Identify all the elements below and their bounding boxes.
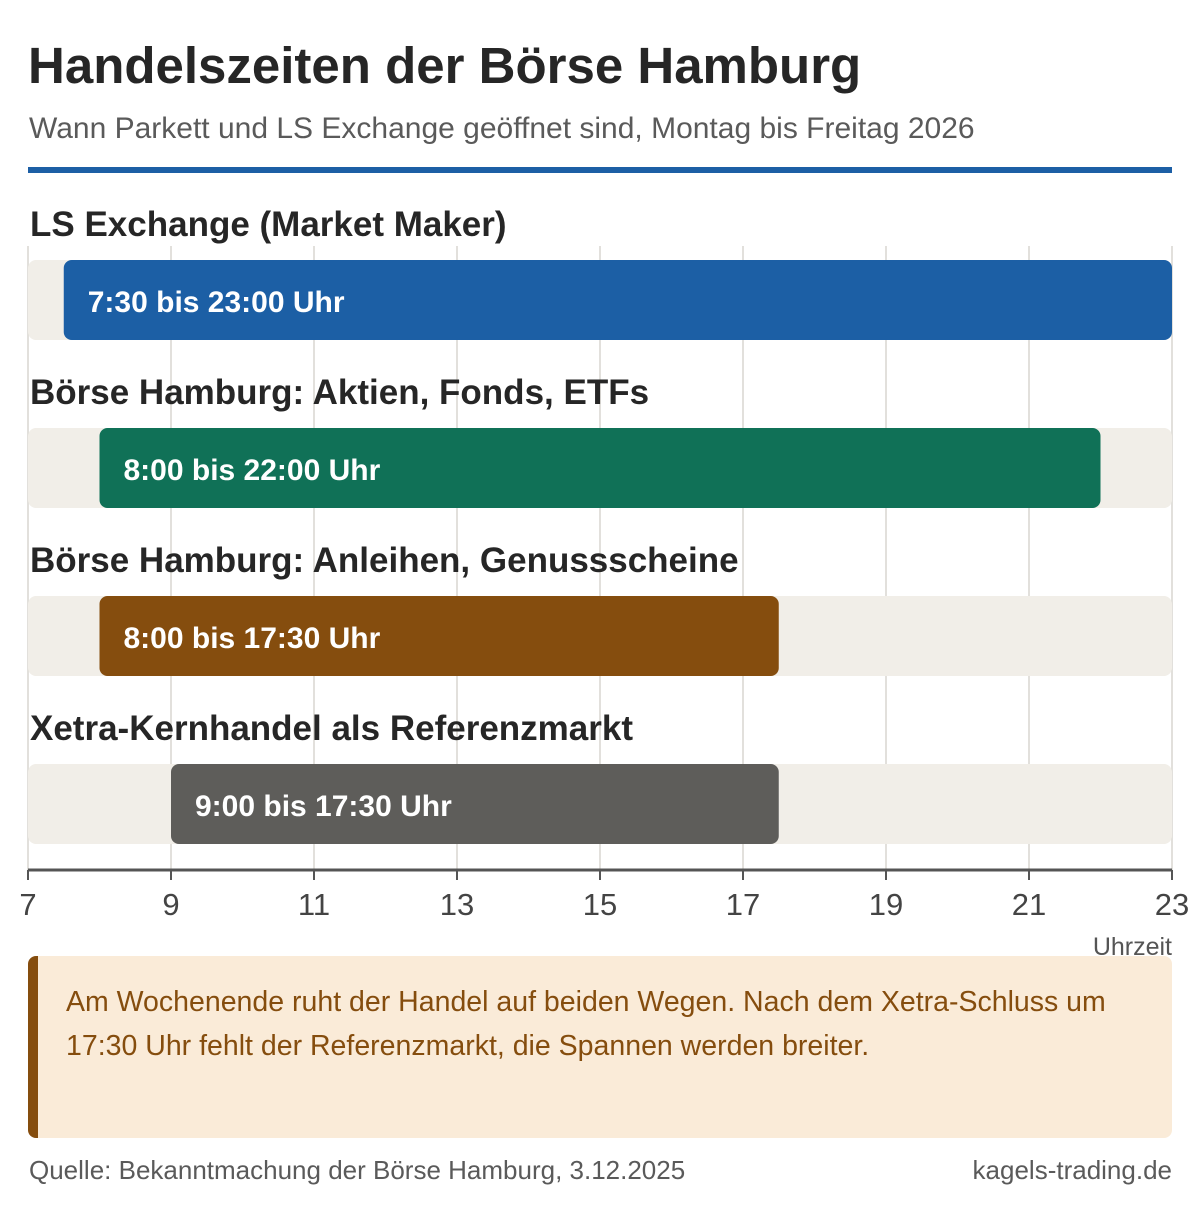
chart-title: Handelszeiten der Börse Hamburg: [28, 37, 862, 94]
x-tick-label: 13: [440, 887, 474, 922]
bar-label: 7:30 bis 23:00 Uhr: [88, 286, 345, 319]
x-tick-label: 7: [19, 887, 36, 922]
x-tick-label: 19: [869, 887, 903, 922]
title-divider: [28, 167, 1172, 173]
row-label: Börse Hamburg: Aktien, Fonds, ETFs: [30, 373, 649, 412]
row-label: Xetra-Kernhandel als Referenzmarkt: [30, 709, 633, 748]
x-tick-label: 17: [726, 887, 760, 922]
bar-label: 9:00 bis 17:30 Uhr: [195, 790, 452, 823]
x-axis-label: Uhrzeit: [1093, 933, 1172, 960]
weekend-note: Am Wochenende ruht der Handel auf beiden…: [28, 956, 1172, 1138]
bar-label: 8:00 bis 17:30 Uhr: [124, 622, 381, 655]
source-text: Quelle: Bekanntmachung der Börse Hamburg…: [29, 1155, 686, 1185]
x-tick-label: 21: [1012, 887, 1046, 922]
hours-bar: [99, 428, 1101, 508]
brand-link[interactable]: kagels-trading.de: [972, 1155, 1172, 1185]
chart-subtitle: Wann Parkett und LS Exchange geöffnet si…: [29, 112, 975, 145]
x-tick-label: 15: [583, 887, 617, 922]
hours-bar: [171, 764, 779, 844]
row-label: Börse Hamburg: Anleihen, Genussscheine: [30, 541, 739, 580]
trading-hours-chart: LS Exchange (Market Maker) 7:30 bis 23:00…: [19, 205, 1189, 960]
x-tick-label: 11: [298, 887, 330, 922]
row-label: LS Exchange (Market Maker): [30, 205, 507, 244]
bar-label: 8:00 bis 22:00 Uhr: [124, 454, 381, 487]
x-tick-label: 9: [162, 887, 179, 922]
hours-bar: [99, 596, 779, 676]
weekend-note-text: Am Wochenende ruht der Handel auf beiden…: [66, 986, 1106, 1062]
x-tick-label: 23: [1155, 887, 1189, 922]
hours-bar: [63, 260, 1172, 340]
